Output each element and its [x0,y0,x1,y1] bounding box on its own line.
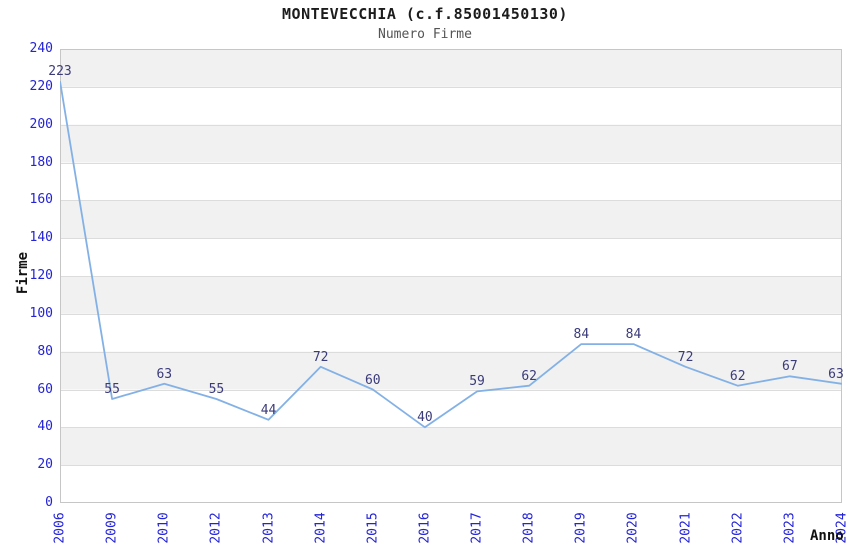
y-tick-label: 200 [29,116,53,132]
y-tick-label: 160 [29,192,53,208]
x-tick-label: 2009 [104,512,120,544]
data-point-label: 72 [312,349,329,365]
data-point-label: 223 [48,64,72,80]
data-point-label: 55 [104,381,120,397]
x-tick-label: 2016 [417,512,433,544]
background-band [60,351,842,390]
y-tick-label: 80 [37,343,53,359]
x-tick-label: 2019 [573,512,589,544]
data-point-label: 59 [469,374,485,390]
background-band [60,162,842,201]
y-tick-label: 0 [45,495,53,510]
x-tick-label: 2010 [156,512,172,544]
data-point-label: 62 [521,368,538,384]
x-tick-label: 2018 [521,512,537,544]
data-point-label: 72 [677,349,694,365]
background-band [60,238,842,276]
y-tick-label: 140 [29,230,53,246]
y-tick-label: 120 [29,268,53,283]
data-point-label: 67 [782,359,798,375]
background-band [60,124,842,163]
data-point-label: 62 [729,368,746,384]
y-axis-title: Firme [15,251,31,295]
background-band [60,86,842,125]
background-band [60,465,842,503]
x-tick-label: 2022 [730,512,746,544]
x-tick-label: 2013 [261,512,277,544]
x-axis-title: Anno [810,528,844,544]
y-tick-label: 20 [37,457,53,473]
x-tick-label: 2017 [469,512,485,544]
line-chart-plot-area [60,49,842,503]
background-band [60,200,842,239]
data-point-label: 63 [828,366,844,382]
x-tick-label: 2012 [208,512,224,544]
x-tick-label: 2023 [782,512,798,544]
data-point-label: 55 [208,381,225,397]
x-tick-label: 2020 [625,512,641,544]
data-point-label: 84 [625,327,642,343]
data-point-label: 40 [417,410,433,426]
plot-border [60,49,842,503]
background-band [60,276,842,314]
chart-subtitle: Numero Firme [378,27,472,42]
y-tick-label: 180 [29,154,53,170]
data-point-label: 63 [156,366,173,382]
x-tick-label: 2014 [313,512,329,544]
y-tick-label: 100 [29,305,53,321]
background-band [60,313,842,352]
background-band [60,427,842,466]
y-tick-label: 60 [37,381,53,397]
x-tick-label: 2006 [52,512,68,544]
background-band [60,49,842,87]
data-point-label: 60 [364,372,381,388]
data-line [60,81,842,429]
data-point-label: 44 [260,402,277,418]
y-tick-label: 40 [37,419,53,435]
x-tick-label: 2015 [365,512,381,544]
x-tick-label: 2021 [678,512,694,544]
y-tick-label: 220 [29,78,53,94]
chart-title: MONTEVECCHIA (c.f.85001450130) [282,5,568,23]
data-point-label: 84 [573,327,590,343]
y-tick-label: 240 [29,41,53,56]
